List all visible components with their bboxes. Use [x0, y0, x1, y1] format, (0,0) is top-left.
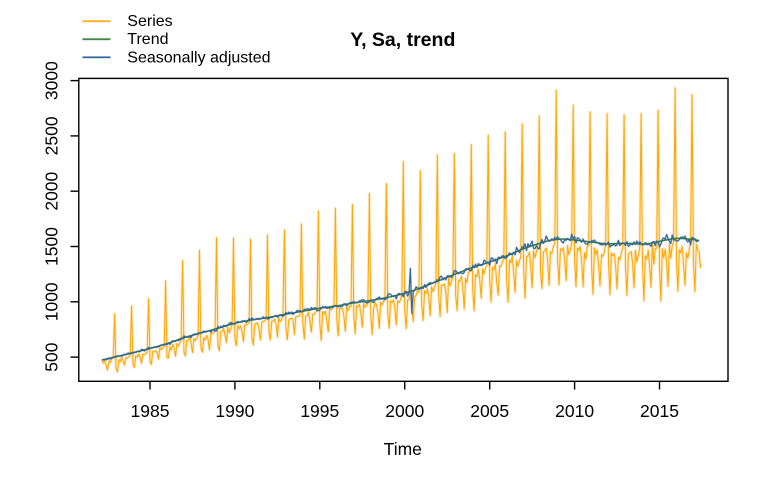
svg-text:2000: 2000	[42, 171, 62, 210]
svg-text:2010: 2010	[555, 401, 594, 421]
svg-text:1500: 1500	[42, 227, 62, 266]
svg-text:1000: 1000	[42, 282, 62, 321]
svg-text:Trend: Trend	[127, 31, 168, 48]
svg-text:2500: 2500	[42, 116, 62, 155]
svg-text:Y, Sa, trend: Y, Sa, trend	[350, 29, 455, 51]
svg-text:1985: 1985	[131, 401, 170, 421]
svg-text:500: 500	[42, 342, 62, 371]
svg-text:1995: 1995	[300, 401, 339, 421]
svg-text:Seasonally adjusted: Seasonally adjusted	[127, 49, 270, 66]
svg-text:Series: Series	[127, 13, 172, 30]
svg-text:3000: 3000	[42, 61, 62, 100]
svg-text:Time: Time	[384, 439, 422, 459]
svg-text:2015: 2015	[640, 401, 679, 421]
svg-text:2000: 2000	[385, 401, 424, 421]
svg-text:1990: 1990	[215, 401, 254, 421]
svg-text:2005: 2005	[470, 401, 509, 421]
